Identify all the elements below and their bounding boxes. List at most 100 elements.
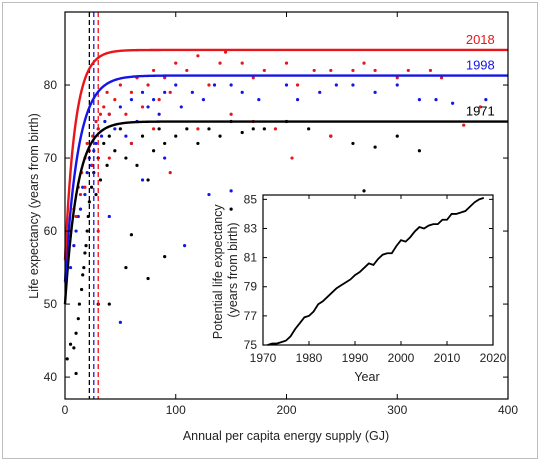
scatter-point-1998 xyxy=(107,214,111,219)
scatter-point-2018 xyxy=(295,83,300,87)
scatter-point-1971 xyxy=(362,189,366,193)
scatter-point-1998 xyxy=(103,119,107,124)
scatter-point-1998 xyxy=(295,98,300,102)
scatter-point-2018 xyxy=(146,83,150,87)
scatter-point-2018 xyxy=(218,61,222,65)
scatter-point-1998 xyxy=(68,265,73,270)
scatter-point-1971 xyxy=(174,134,178,138)
main-x-tick-label: 100 xyxy=(166,403,186,417)
scatter-point-1971 xyxy=(124,156,128,160)
scatter-point-1971 xyxy=(185,127,189,131)
inset-x-tick-label: 1980 xyxy=(296,351,323,365)
scatter-point-2018 xyxy=(129,141,134,146)
scatter-point-2018 xyxy=(406,68,410,73)
inset-ticks: 1970 1980 1990 2000 2010 2020 75 77 79 81 83 85 xyxy=(244,192,507,365)
inset-x-tick-label: 2000 xyxy=(388,351,415,365)
scatter-point-2018 xyxy=(312,68,316,73)
scatter-point-2018 xyxy=(74,214,78,219)
scatter-point-1971 xyxy=(76,317,80,321)
scatter-point-2018 xyxy=(157,98,161,102)
scatter-point-1971 xyxy=(262,127,266,131)
inset-x-tick-label: 1990 xyxy=(342,351,369,365)
scatter-point-2018 xyxy=(284,61,289,65)
scatter-point-2018 xyxy=(85,141,89,146)
scatter-point-1998 xyxy=(152,98,156,102)
scatter-point-1971 xyxy=(87,200,91,204)
scatter-point-1971 xyxy=(146,178,150,182)
scatter-point-1971 xyxy=(85,229,89,233)
inset-x-axis-label: Year xyxy=(354,370,379,384)
scatter-point-1998 xyxy=(94,141,98,146)
main-x-tick-label: 300 xyxy=(387,403,407,417)
scatter-point-1971 xyxy=(72,346,76,350)
scatter-point-1971 xyxy=(129,233,134,237)
scatter-point-2018 xyxy=(140,105,145,109)
scatter-point-1971 xyxy=(124,265,128,270)
scatter-point-1998 xyxy=(163,156,167,160)
scatter-point-1998 xyxy=(83,192,87,197)
inset-y-axis-label-line-1: Potential life expectancy xyxy=(211,204,225,340)
scatter-point-2018 xyxy=(163,76,167,80)
scatter-point-1971 xyxy=(65,357,69,361)
scatter-point-1998 xyxy=(179,105,183,109)
scatter-point-1998 xyxy=(118,320,122,324)
scatter-point-2018 xyxy=(113,98,117,102)
scatter-point-2018 xyxy=(196,54,200,58)
scatter-point-1998 xyxy=(174,83,178,87)
scatter-point-1971 xyxy=(351,141,355,146)
inset-y-tick-label: 81 xyxy=(244,251,258,265)
scatter-point-2018 xyxy=(78,192,83,197)
scatter-point-2018 xyxy=(83,185,87,189)
fit-curve-1971 xyxy=(63,120,508,305)
scatter-point-2018 xyxy=(329,134,333,138)
main-plot-frame xyxy=(64,11,509,400)
scatter-point-1971 xyxy=(146,276,150,281)
scatter-point-2018 xyxy=(107,156,111,160)
scatter-point-1971 xyxy=(84,244,88,248)
scatter-point-1971 xyxy=(107,134,111,138)
scatter-point-1998 xyxy=(124,134,128,138)
scatter-point-1998 xyxy=(257,98,261,102)
scatter-point-1998 xyxy=(451,101,455,105)
scatter-point-1998 xyxy=(434,98,438,102)
scatter-point-2018 xyxy=(129,90,134,94)
scatter-point-1971 xyxy=(74,331,78,335)
main-y-tick-label: 70 xyxy=(44,151,58,165)
main-y-tick-label: 80 xyxy=(44,78,58,92)
scatter-point-2018 xyxy=(395,76,399,80)
scatter-point-2018 xyxy=(273,127,278,131)
scatter-point-1971 xyxy=(113,149,117,153)
scatter-point-1998 xyxy=(81,185,85,189)
scatter-point-1998 xyxy=(140,178,145,182)
scatter-point-1998 xyxy=(85,171,89,175)
scatter-point-2018 xyxy=(428,68,433,73)
scatter-point-1998 xyxy=(129,98,134,102)
scatter-point-1971 xyxy=(89,185,94,189)
inset-y-tick-label: 85 xyxy=(244,192,258,206)
scatter-point-2018 xyxy=(185,68,189,73)
scatter-point-2018 xyxy=(168,90,172,94)
scatter-point-1971 xyxy=(140,134,145,138)
scatter-point-1998 xyxy=(201,98,206,102)
series-label-2018: 2018 xyxy=(466,32,495,47)
scatter-point-1971 xyxy=(68,342,73,346)
scatter-point-2018 xyxy=(107,112,111,116)
scatter-point-1971 xyxy=(152,149,156,153)
scatter-point-1971 xyxy=(240,130,244,135)
scatter-point-2018 xyxy=(207,83,211,87)
scatter-point-2018 xyxy=(373,68,377,73)
scatter-point-1971 xyxy=(135,163,139,167)
scatter-point-1971 xyxy=(81,273,85,277)
scatter-point-1998 xyxy=(334,83,338,87)
main-x-axis-label: Annual per capita energy supply (GJ) xyxy=(183,429,389,443)
scatter-point-2018 xyxy=(439,76,444,80)
scatter-point-1998 xyxy=(113,127,117,131)
scatter-point-1971 xyxy=(207,127,211,131)
scatter-point-1971 xyxy=(157,127,161,131)
scatter-point-2018 xyxy=(478,105,482,109)
fit-curve-2018 xyxy=(63,48,508,261)
scatter-point-2018 xyxy=(124,112,128,116)
scatter-point-2018 xyxy=(290,156,294,160)
scatter-point-1998 xyxy=(163,90,167,94)
